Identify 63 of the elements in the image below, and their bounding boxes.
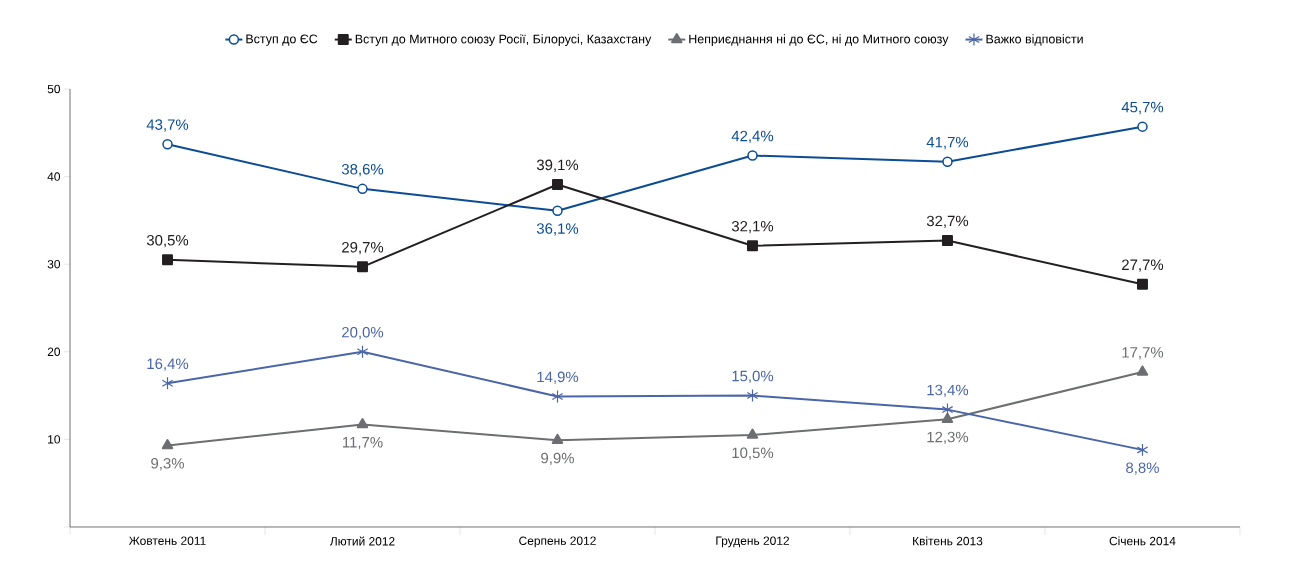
point (162, 254, 173, 266)
data-label: 16,4% (147, 358, 189, 371)
x-tick-label: Жовтень 2011 (128, 536, 206, 545)
legend-label: Важко відповісти (986, 34, 1083, 46)
data-label: 9,3% (151, 458, 184, 471)
point (747, 240, 758, 252)
point (162, 138, 173, 150)
point (746, 428, 759, 439)
point (941, 403, 954, 417)
data-label: 42,4% (731, 130, 774, 144)
legend-label: Вступ до Митного союзу Росії, Білорусі, Казахстану (355, 34, 652, 46)
point (356, 345, 369, 359)
point (551, 389, 564, 404)
point (552, 205, 563, 216)
data-label: 14,9% (537, 371, 579, 384)
data-label: 45,7% (1121, 101, 1164, 115)
data-label: 36,1% (536, 223, 579, 236)
data-label: 39,1% (536, 159, 579, 172)
point (356, 418, 369, 429)
data-label: 12,3% (927, 431, 969, 445)
data-label: 11,7% (343, 437, 383, 450)
data-label: 41,7% (926, 136, 969, 150)
point (551, 433, 564, 444)
point (942, 235, 953, 247)
y-tick-label: 40 (47, 172, 61, 181)
data-label: 30,5% (146, 234, 189, 248)
x-tick-label: Лютий 2012 (329, 536, 395, 546)
legend-label: Вступ до ЄС (246, 34, 318, 46)
point (942, 156, 953, 167)
point (1136, 443, 1149, 457)
point (161, 376, 174, 390)
y-tick-label: 20 (47, 347, 61, 357)
point (552, 178, 563, 190)
point (746, 389, 759, 403)
data-label: 20,0% (342, 326, 384, 340)
point (357, 183, 368, 195)
y-tick-label: 50 (47, 84, 61, 94)
point (1136, 278, 1148, 290)
data-label: 13,4% (927, 384, 969, 398)
data-label: 10,5% (732, 447, 774, 460)
data-label: 43,7% (146, 119, 189, 132)
y-tick-label: 30 (47, 259, 61, 269)
x-tick-label: Січень 2014 (1109, 536, 1176, 546)
point (161, 439, 174, 450)
x-tick-label: Серпень 2012 (519, 536, 596, 548)
data-label: 8,8% (1126, 462, 1159, 475)
data-label: 27,7% (1122, 259, 1164, 272)
data-label: 17,7% (1122, 347, 1164, 360)
data-label: 9,9% (541, 452, 574, 466)
x-tick-label: Грудень 2012 (716, 536, 790, 548)
x-tick-label: Квітень 2013 (913, 536, 983, 546)
point (941, 412, 954, 423)
data-label: 29,7% (342, 241, 384, 255)
point (357, 261, 368, 273)
data-label: 15,0% (732, 370, 774, 384)
point (1136, 365, 1149, 376)
data-label: 32,7% (926, 215, 969, 229)
point (747, 150, 758, 161)
data-label: 32,1% (731, 220, 774, 234)
y-tick-label: 10 (48, 435, 61, 444)
point (1137, 121, 1148, 132)
data-label: 38,6% (341, 163, 384, 177)
legend-label: Неприєднання ні до ЄС, ні до Митного союзу (689, 34, 949, 46)
